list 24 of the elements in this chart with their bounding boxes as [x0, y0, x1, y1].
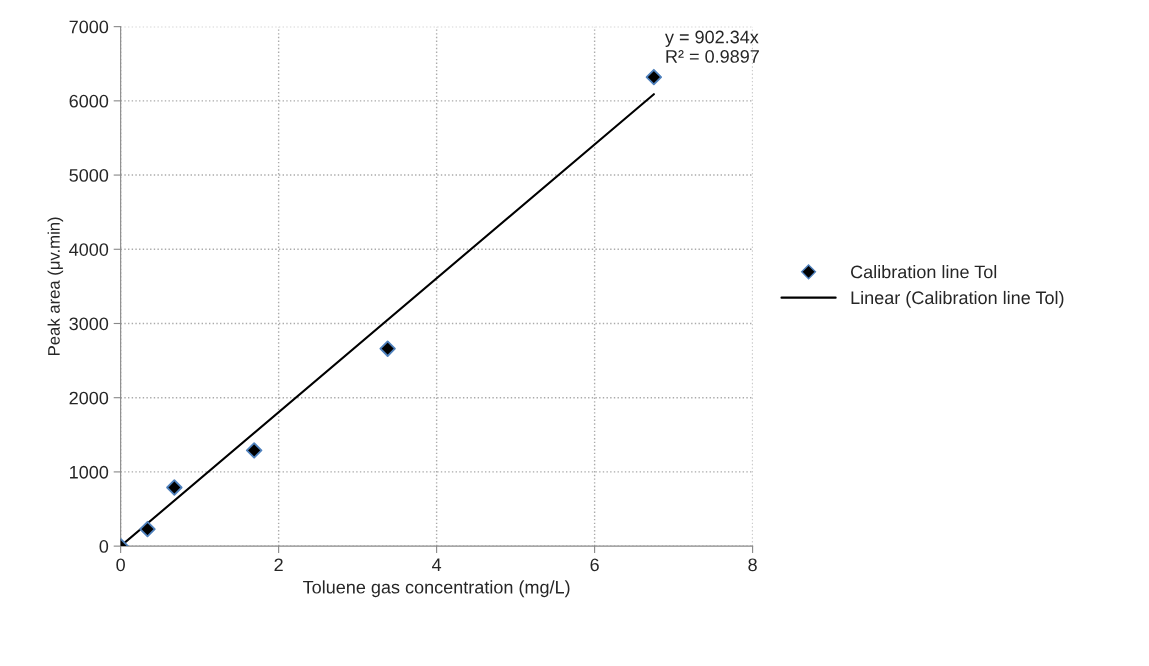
point — [379, 340, 396, 357]
y-tick-label: 1000 — [70, 465, 109, 479]
x-axis-title: Toluene gas concentration (mg/L) — [303, 580, 570, 598]
x-tick-label: 2 — [274, 558, 283, 572]
legend-label: Linear (Calibration line Tol) — [851, 290, 1064, 308]
y-tick-label: 7000 — [69, 20, 109, 34]
legend-label: Calibration line Tol — [851, 265, 997, 279]
point — [245, 442, 263, 459]
y-tick-label: 5000 — [69, 169, 109, 182]
x-tick-label: 4 — [432, 558, 442, 572]
y-tick-label: 0 — [99, 540, 109, 553]
y-tick-label: 4000 — [69, 243, 109, 256]
point — [139, 520, 156, 538]
x-tick-label: 6 — [590, 558, 599, 572]
y-tick-label: 2000 — [69, 391, 109, 405]
y-axis-title: Peak area (μv.min) — [47, 217, 64, 355]
y-tick-label: 6000 — [69, 94, 109, 108]
y-tick-label: 3000 — [69, 317, 109, 331]
point — [645, 68, 663, 86]
annotation: y = 902.34x — [665, 30, 759, 47]
x-tick-label: 8 — [748, 558, 757, 572]
point — [166, 479, 183, 496]
annotation: R² = 0.9897 — [666, 50, 759, 63]
x-tick-label: 0 — [116, 558, 125, 572]
